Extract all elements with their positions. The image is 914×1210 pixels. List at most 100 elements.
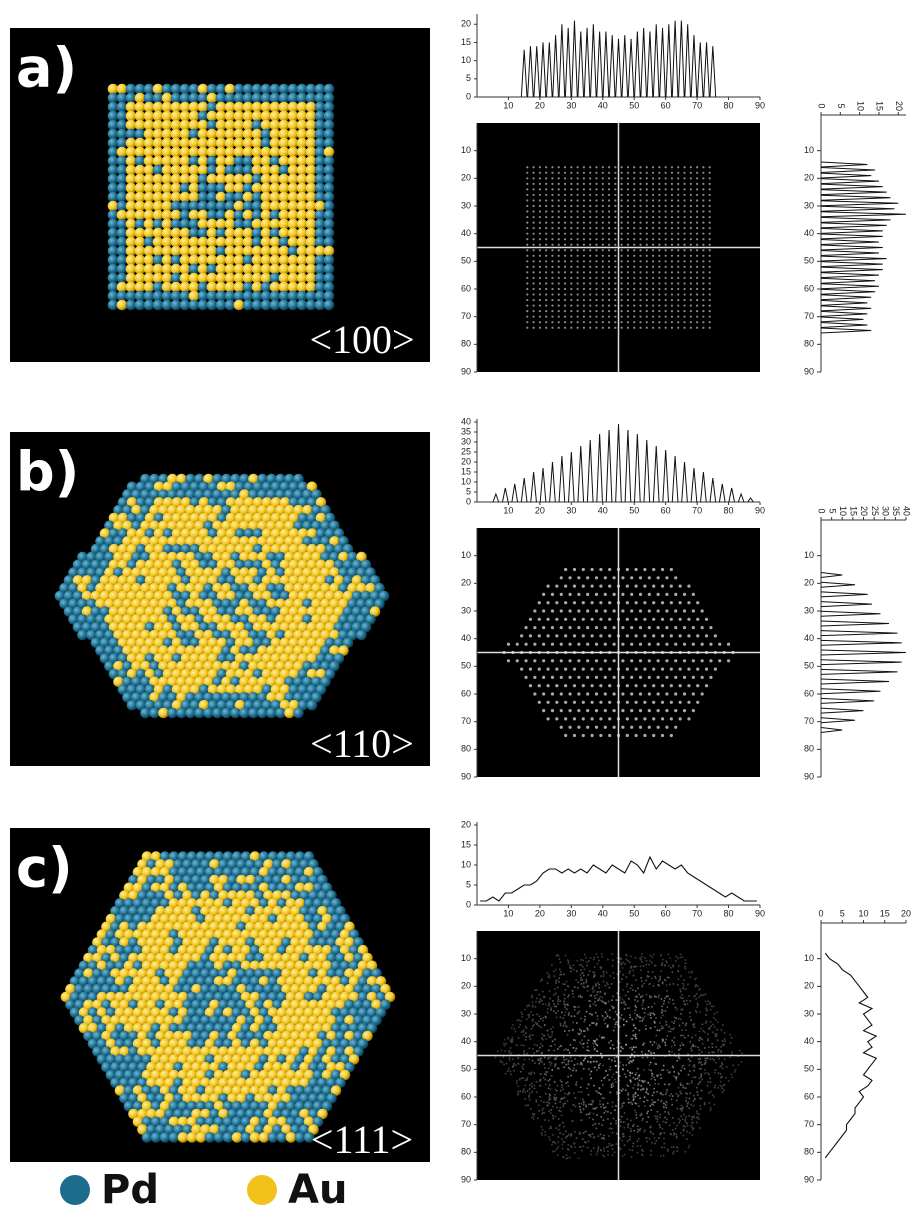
- atom-column: [589, 282, 591, 284]
- atom-column: [595, 626, 598, 629]
- profile-peak: [559, 456, 565, 502]
- atom-column: [709, 194, 711, 196]
- atom-column: [629, 1075, 631, 1077]
- profile-peak: [625, 430, 631, 502]
- atom-column: [633, 172, 635, 174]
- atom-column: [545, 299, 547, 301]
- atom-column: [633, 277, 635, 279]
- atom-column: [688, 971, 690, 973]
- atom-column: [727, 643, 730, 646]
- atom-column: [551, 964, 553, 966]
- atom-column: [558, 172, 560, 174]
- atom-column: [639, 244, 641, 246]
- atom-column: [604, 659, 607, 662]
- atom-column: [600, 1150, 602, 1152]
- atom-column: [597, 1149, 599, 1151]
- profile-peak: [641, 28, 647, 97]
- atom-column: [646, 316, 648, 318]
- atom-column: [673, 1134, 675, 1136]
- atom-column: [589, 183, 591, 185]
- atom-column: [692, 1045, 694, 1047]
- atom-column: [558, 188, 560, 190]
- atom-column: [626, 1035, 628, 1037]
- atom-column: [664, 1147, 666, 1149]
- atom-column: [595, 249, 597, 251]
- atom-column: [600, 996, 602, 998]
- atom-column: [526, 255, 528, 257]
- atom-column: [665, 1107, 667, 1109]
- atom-column: [608, 233, 610, 235]
- atom-column: [683, 271, 685, 273]
- atom-column: [526, 321, 528, 323]
- atom-column: [539, 310, 541, 312]
- atom-column: [533, 166, 535, 168]
- atom-column: [533, 233, 535, 235]
- atom-column: [568, 659, 571, 662]
- atom-column: [570, 305, 572, 307]
- atom-column: [657, 1121, 659, 1123]
- x-tick-label: 5: [836, 103, 846, 108]
- atom-column: [692, 659, 695, 662]
- atom-column: [539, 277, 541, 279]
- atom-column: [709, 305, 711, 307]
- atom-column: [687, 701, 690, 704]
- profile-peak: [622, 35, 628, 97]
- atom-column: [595, 643, 598, 646]
- atom-column: [706, 1010, 708, 1012]
- atom-column: [568, 593, 571, 596]
- profile-peak: [578, 446, 584, 502]
- atom-column: [570, 205, 572, 207]
- atom-column: [570, 299, 572, 301]
- atom-column: [685, 1100, 687, 1102]
- atom-column: [568, 643, 571, 646]
- atom-column: [652, 585, 655, 588]
- atom-column: [646, 282, 648, 284]
- atom-column: [548, 1068, 550, 1070]
- atom-column: [633, 293, 635, 295]
- y-tick-label: 60: [461, 688, 471, 698]
- atom-column: [526, 244, 528, 246]
- atom-column: [589, 277, 591, 279]
- atom-column: [648, 676, 651, 679]
- profile-peak: [748, 498, 754, 502]
- atom-column: [658, 316, 660, 318]
- atom-column: [604, 709, 607, 712]
- atom-column: [583, 222, 585, 224]
- atom-column: [548, 1102, 550, 1104]
- atom-column: [602, 271, 604, 273]
- atom-column: [599, 601, 602, 604]
- atom-column: [621, 676, 624, 679]
- atom-column: [702, 194, 704, 196]
- atom-column: [678, 1049, 680, 1051]
- atom-column: [558, 166, 560, 168]
- atom-column: [709, 222, 711, 224]
- atom-column: [639, 199, 641, 201]
- profile-peak: [531, 472, 537, 502]
- atom-column: [654, 1003, 656, 1005]
- profile-peak: [616, 424, 622, 502]
- atom-column: [643, 983, 645, 985]
- atom-column: [696, 321, 698, 323]
- atom-column: [639, 576, 642, 579]
- atom-column: [622, 1105, 624, 1107]
- atom-column: [692, 643, 695, 646]
- atom-column: [635, 1074, 637, 1076]
- atom-column: [661, 734, 664, 737]
- atom-column: [652, 166, 654, 168]
- atom-column: [570, 293, 572, 295]
- atom-column: [599, 734, 602, 737]
- atom-column: [551, 199, 553, 201]
- atom-column: [570, 310, 572, 312]
- atom-column: [665, 609, 668, 612]
- atom-column: [578, 1158, 580, 1160]
- atom-column: [583, 166, 585, 168]
- atom-column: [614, 172, 616, 174]
- atom-column: [613, 1085, 615, 1087]
- profile-peak: [540, 468, 546, 502]
- atom-column: [715, 1069, 717, 1071]
- atom-column: [665, 282, 667, 284]
- atom-column: [671, 238, 673, 240]
- atom-column: [652, 199, 654, 201]
- atom-column: [633, 188, 635, 190]
- atom-column: [595, 183, 597, 185]
